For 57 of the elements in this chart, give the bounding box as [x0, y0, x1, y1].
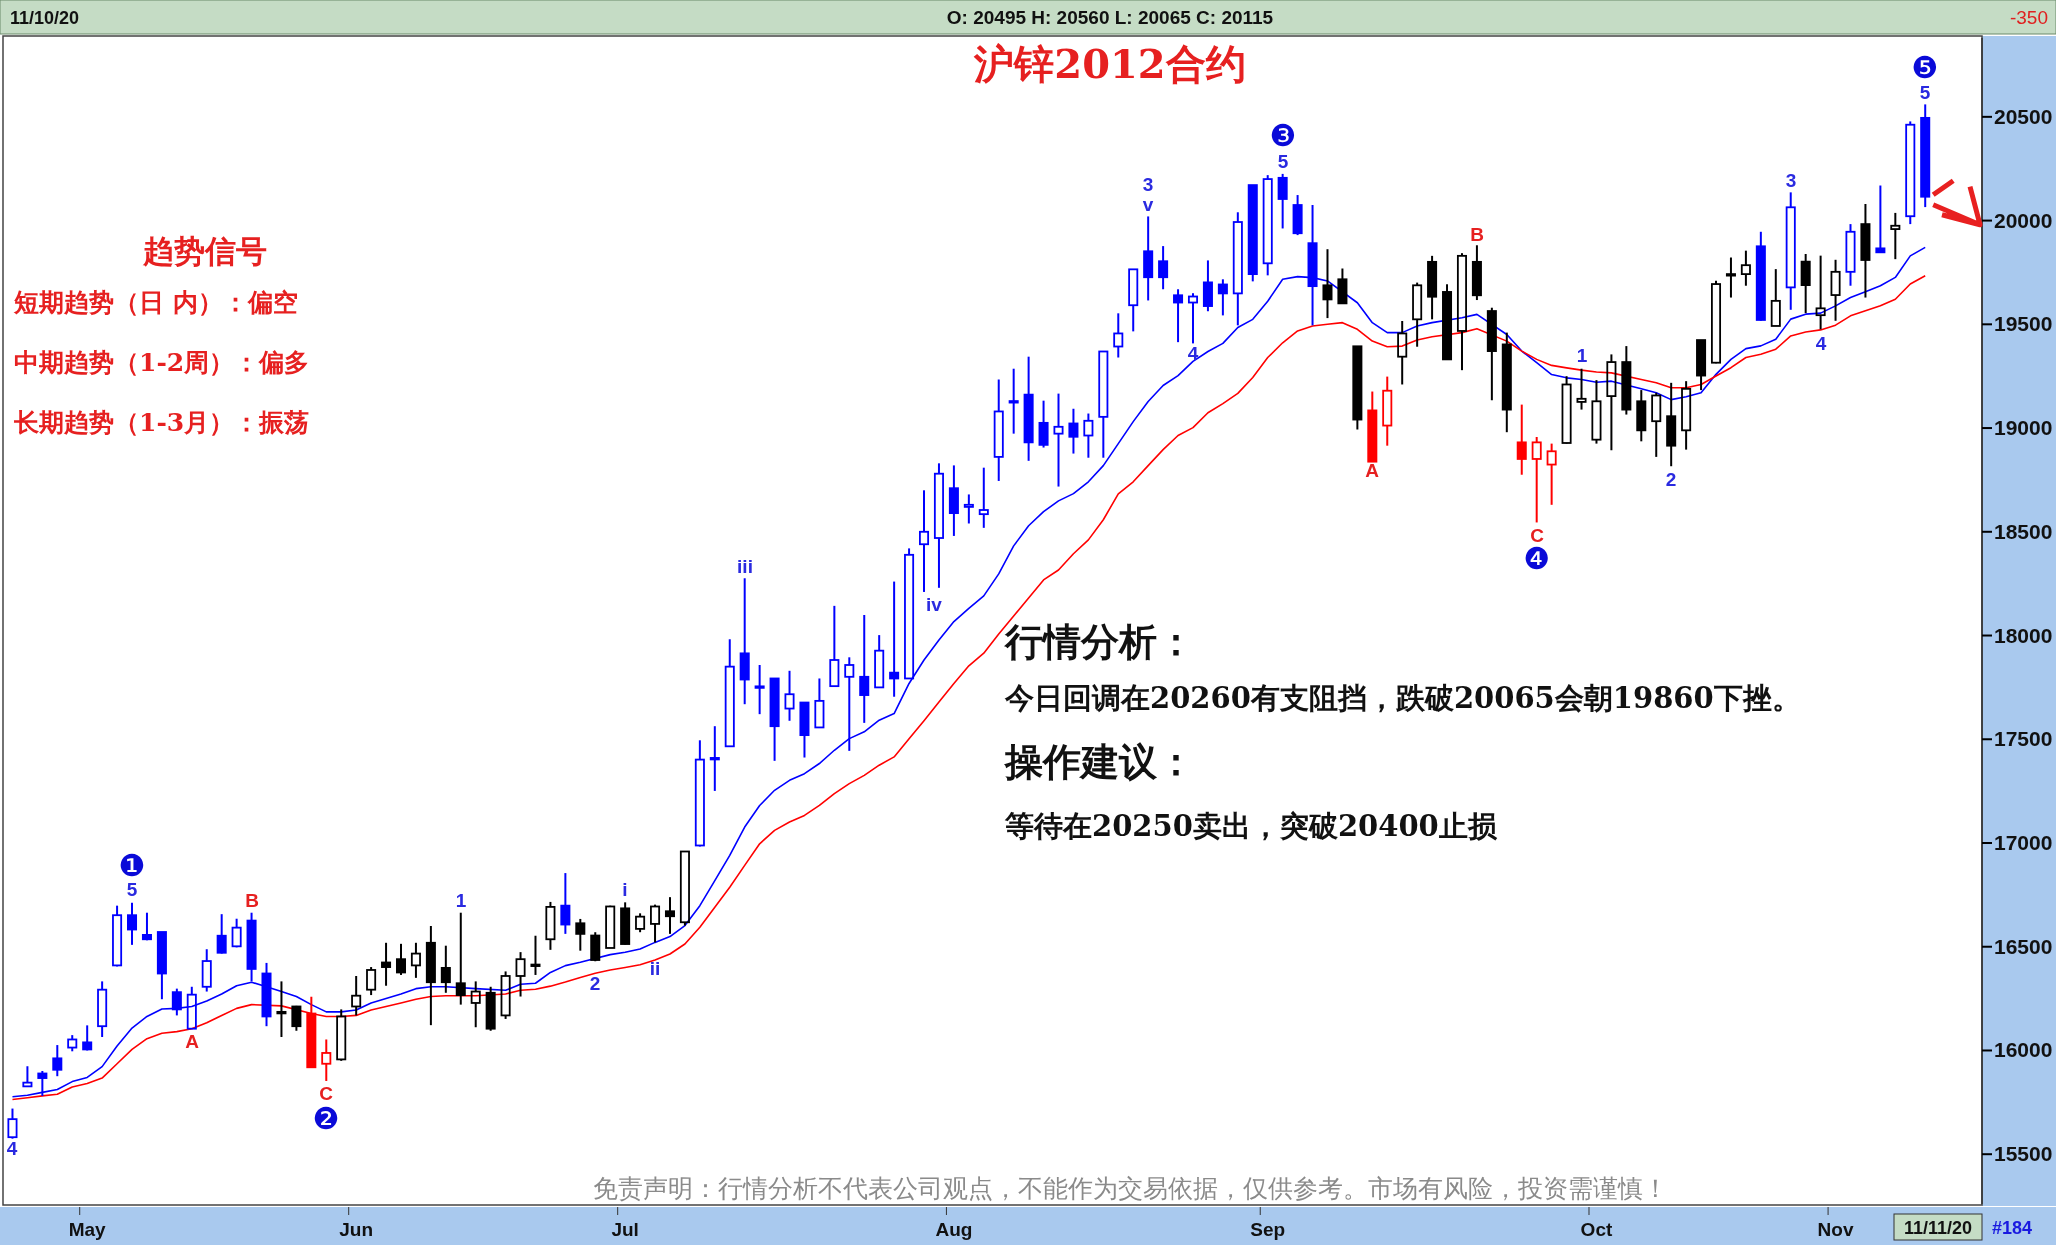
y-tick-label: 18500 [1994, 519, 2053, 543]
annotation: iv [926, 593, 942, 615]
annotation: 5 [1277, 150, 1289, 172]
y-tick-label: 20000 [1994, 208, 2053, 232]
x-tick-label: Jun [339, 1219, 374, 1240]
annotation: B [1470, 223, 1484, 245]
y-tick-label: 15500 [1994, 1142, 2053, 1166]
annotation: i [622, 878, 628, 900]
annotation: 等待在20250卖出，突破20400止损 [1005, 809, 1497, 843]
y-tick-label: 17500 [1994, 727, 2053, 751]
annotation: 3 [1785, 169, 1797, 191]
y-tick-label: 19500 [1994, 312, 2053, 336]
title: 沪锌2012合约 [974, 40, 1246, 87]
annotation: 今日回调在20260有支阻挡，跌破20065会朝19860下挫。 [1005, 681, 1801, 715]
annotation: ii [649, 957, 661, 979]
y-tick-label: 16500 [1994, 934, 2053, 958]
annotation: O: 20495 H: 20560 L: 20065 C: 20115 [946, 7, 1274, 28]
annotation: 1 [455, 889, 467, 911]
annotation: 短期趋势（日 内）：偏空 [14, 288, 298, 317]
x-tick-label: Jul [611, 1219, 639, 1240]
annotation: 长期趋势（1-3月）：振荡 [14, 408, 310, 437]
x-tick-label: Oct [1580, 1219, 1613, 1240]
y-tick-label: 20500 [1994, 104, 2053, 128]
annotation: iii [737, 555, 753, 577]
annotation: 4 [6, 1137, 18, 1159]
annotation: ❷ [312, 1101, 340, 1135]
y-tick-label: 18000 [1994, 623, 2053, 647]
y-tick-label: 16000 [1994, 1038, 2053, 1062]
annotation: C [319, 1082, 333, 1104]
y-tick-label: 17000 [1994, 831, 2053, 854]
annotation: 11/10/20 [10, 8, 80, 28]
x-tick-label: Aug [935, 1219, 973, 1240]
annotation: v [1142, 193, 1154, 215]
annotation: ❸ [1269, 118, 1297, 152]
annotation: 中期趋势（1-2周）：偏多 [14, 348, 310, 377]
annotation: ❺ [1911, 50, 1939, 84]
annotation: 4 [1187, 342, 1199, 364]
annotation: 3 [1142, 173, 1154, 195]
x-tick-label: Nov [1817, 1219, 1854, 1240]
annotation: B [245, 889, 259, 911]
annotation: 2 [1665, 468, 1677, 490]
annotation: 免责声明：行情分析不代表公司观点，不能作为交易依据，仅供参考。市场有风险，投资需谨慎！ [592, 1174, 1668, 1203]
annotation: A [1365, 459, 1379, 481]
annotation: 行情分析： [1005, 619, 1195, 664]
x-tick-label: May [68, 1219, 107, 1240]
annotation: 4 [1815, 332, 1827, 354]
annotation: 5 [1919, 81, 1931, 103]
annotation: 2 [589, 972, 601, 994]
x-tick-label: Sep [1250, 1219, 1286, 1240]
annotation: A [185, 1030, 199, 1052]
annotation: -350 [2009, 7, 2048, 28]
annotation: #184 [1992, 1218, 2033, 1238]
y-tick-label: 19000 [1994, 416, 2053, 440]
annotation: 11/11/20 [1903, 1218, 1973, 1238]
annotation: 操作建议： [1005, 739, 1195, 784]
annotation: 1 [1576, 344, 1588, 366]
annotation: 趋势信号 [143, 233, 267, 269]
